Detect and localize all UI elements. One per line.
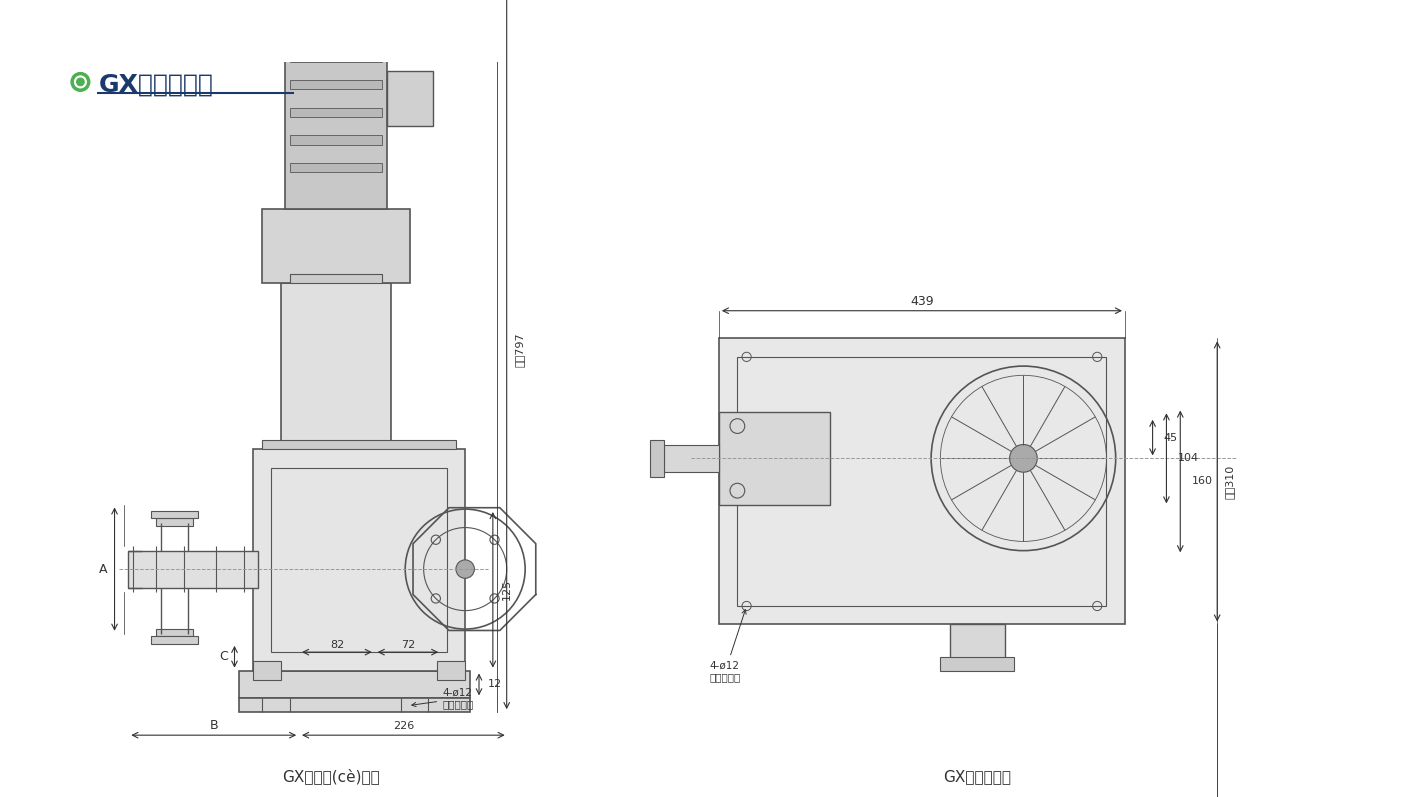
Bar — [719, 339, 1125, 625]
Bar — [289, 108, 383, 117]
Text: GX系列俯視圖: GX系列俯視圖 — [943, 769, 1011, 784]
Text: 439: 439 — [911, 295, 933, 308]
Bar — [950, 625, 1005, 662]
Text: 最大797: 最大797 — [514, 332, 524, 367]
Bar — [940, 657, 1014, 670]
Bar — [289, 53, 383, 61]
Text: 125: 125 — [503, 579, 513, 600]
Text: 4-ø12
地腳螺栓孔: 4-ø12 地腳螺栓孔 — [710, 610, 746, 681]
Bar — [281, 283, 391, 450]
Bar — [239, 670, 470, 698]
Bar — [650, 440, 664, 477]
Bar — [253, 450, 465, 670]
Text: 45: 45 — [1163, 433, 1178, 442]
Text: C: C — [219, 650, 227, 663]
Bar — [263, 210, 409, 283]
Bar — [285, 25, 387, 34]
Bar — [128, 551, 257, 587]
Circle shape — [76, 78, 85, 85]
Text: 4-ø12
地腳螺栓孔: 4-ø12 地腳螺栓孔 — [412, 688, 473, 709]
Text: 104: 104 — [1178, 453, 1199, 463]
Text: B: B — [209, 720, 217, 732]
Bar — [289, 274, 383, 283]
Bar — [263, 440, 456, 450]
Bar — [151, 511, 198, 518]
Text: GX系列尺寸圖: GX系列尺寸圖 — [99, 73, 213, 96]
Circle shape — [456, 559, 474, 579]
Text: 82: 82 — [330, 640, 345, 650]
Bar — [289, 163, 383, 172]
Bar — [737, 357, 1107, 606]
Bar — [438, 662, 465, 680]
Bar — [271, 468, 446, 652]
Bar — [387, 71, 433, 126]
Text: 72: 72 — [401, 640, 415, 650]
Text: 160: 160 — [1192, 477, 1213, 486]
Text: GX系列側(cè)視圖: GX系列側(cè)視圖 — [282, 769, 380, 784]
Text: A: A — [99, 563, 107, 575]
Text: 226: 226 — [393, 721, 414, 731]
Bar — [289, 135, 383, 144]
Bar — [719, 412, 830, 505]
Bar — [157, 518, 193, 526]
Bar — [239, 698, 470, 712]
Bar — [664, 445, 719, 472]
Bar — [289, 80, 383, 89]
Bar — [157, 629, 193, 637]
Text: 最大310: 最大310 — [1224, 465, 1234, 499]
Bar — [151, 637, 198, 644]
Text: 12: 12 — [489, 679, 503, 689]
Bar — [285, 25, 387, 210]
Bar — [253, 662, 281, 680]
Circle shape — [1010, 445, 1038, 472]
